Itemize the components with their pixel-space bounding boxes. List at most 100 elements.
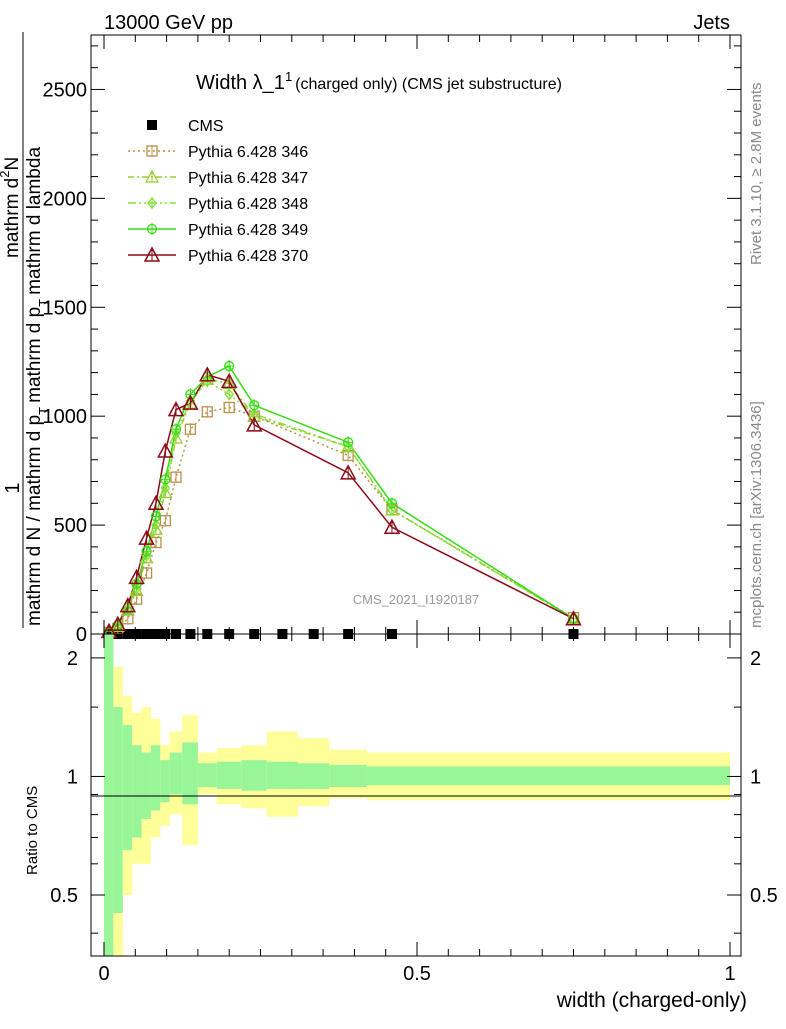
x-axis-ticks: 0 0.5 1 (98, 35, 736, 985)
data-point-pythia-6-428-370 (128, 568, 145, 585)
legend-marker (144, 169, 160, 183)
ratio-ytick-label-left: 2 (67, 648, 78, 670)
mcplots-label-group: mcplots.cern.ch [arXiv:1306.3436] (748, 401, 765, 628)
main-ytick-label: 2000 (43, 188, 88, 210)
ratio-band-inner (366, 766, 417, 786)
plot-title: Width λ_11 (charged only) (CMS jet substr… (196, 69, 562, 94)
ratio-ytick-label-right: 1 (750, 766, 761, 788)
ratio-band-inner (182, 742, 198, 805)
data-point-pythia-6-428-370 (220, 372, 238, 389)
ratio-band-inner (266, 761, 299, 789)
data-point-pythia-6-428-348 (141, 549, 152, 562)
series-line-pythia-6-428-370 (108, 373, 574, 632)
data-point-pythia-6-428-370 (119, 597, 137, 613)
x-tick-label: 1 (724, 963, 735, 985)
data-point-pythia-6-428-370 (339, 464, 357, 480)
data-point-pythia-6-428-346 (170, 471, 182, 483)
data-point-pythia-6-428-370 (167, 401, 185, 417)
legend-label: Pythia 6.428 347 (188, 170, 308, 187)
data-point-pythia-6-428-370 (199, 366, 216, 382)
data-point-pythia-6-428-346 (159, 515, 171, 527)
x-tick-label: 0 (98, 963, 109, 985)
legend-label: Pythia 6.428 349 (188, 222, 308, 239)
ratio-band-inner (122, 725, 133, 851)
ylabel-dN: mathrm d N / mathrm d pTmathrm d pTmathr… (24, 147, 51, 626)
ratio-band-inner (104, 634, 114, 956)
data-point-pythia-6-428-348 (160, 482, 171, 495)
ylabel-one: 1 (2, 482, 24, 493)
main-axis-ticks: 0 500 1000 1500 2000 2500 (43, 45, 741, 646)
data-point-pythia-6-428-348 (131, 582, 142, 595)
ratio-band-inner (160, 760, 170, 803)
data-point-pythia-6-428-347 (158, 485, 173, 499)
legend-label: Pythia 6.428 370 (188, 248, 308, 265)
legend-marker (147, 196, 157, 210)
data-point-pythia-6-428-347 (148, 522, 164, 536)
ratio-band-inner (150, 745, 161, 811)
legend-label: CMS (188, 118, 224, 135)
data-point-pythia-6-428-370 (109, 615, 127, 631)
main-ylabel-denominator: mathrm d N / mathrm d pTmathrm d pTmathr… (24, 147, 51, 626)
main-ylabel-top: 1 (2, 482, 24, 493)
x-tick-label: 0.5 (403, 963, 431, 985)
data-point-pythia-6-428-346 (140, 567, 153, 579)
main-ytick-label: 1500 (43, 297, 88, 319)
header-right: Jets (693, 12, 730, 34)
data-point-pythia-6-428-370 (383, 518, 401, 535)
main-ytick-label: 0 (76, 624, 87, 646)
mcplots-label: mcplots.cern.ch [arXiv:1306.3436] (748, 401, 765, 628)
header-left: 13000 GeV pp (104, 12, 233, 34)
data-point-pythia-6-428-348 (224, 388, 235, 401)
ratio-ytick-label-right: 2 (750, 648, 761, 670)
data-point-pythia-6-428-348 (151, 519, 161, 532)
data-point-pythia-6-428-348 (171, 427, 181, 440)
legend: CMS Pythia 6.428 346 Pythia 6.428 347 Pythi… (128, 118, 308, 265)
data-point-pythia-6-428-346 (150, 536, 162, 549)
data-point-pythia-6-428-370 (182, 394, 199, 410)
data-point-pythia-6-428-346 (201, 406, 213, 418)
ratio-ytick-label-left: 1 (67, 766, 78, 788)
series-line-pythia-6-428-349 (108, 365, 574, 633)
x-axis-label: width (charged-only) (556, 989, 747, 1012)
ratio-ytick-label-right: 0.5 (750, 885, 778, 907)
main-ytick-label: 2500 (43, 79, 88, 101)
data-point-pythia-6-428-370 (138, 529, 155, 545)
rivet-version-label: Rivet 3.1.10, ≥ 2.8M events (748, 83, 765, 266)
main-ytick-label: 500 (54, 515, 87, 537)
ylabel-d2N: mathrm d2N (0, 157, 23, 258)
data-point-pythia-6-428-348 (343, 440, 353, 453)
ratio-band-inner (417, 766, 730, 786)
ratio-band-inner (141, 752, 151, 819)
data-point-pythia-6-428-370 (565, 610, 582, 626)
main-ytick-label: 1000 (43, 406, 88, 428)
data-point-pythia-6-428-370 (157, 442, 174, 458)
ratio-ylabel: Ratio to CMS (24, 786, 41, 875)
data-point-pythia-6-428-346 (223, 401, 235, 414)
ratio-axis-ticks: 0.5 1 2 0.5 1 2 (50, 648, 778, 934)
ratio-band-inner (298, 763, 330, 789)
data-point-pythia-6-428-348 (202, 375, 213, 388)
rivet-label-group: Rivet 3.1.10, ≥ 2.8M events (748, 83, 765, 266)
series-line-pythia-6-428-348 (108, 380, 574, 633)
ratio-band-inner (169, 752, 183, 795)
ratio-band-inner (329, 764, 367, 788)
legend-label: Pythia 6.428 348 (188, 196, 308, 213)
series-line-pythia-6-428-347 (108, 378, 574, 633)
legend-marker (147, 120, 157, 130)
analysis-watermark: CMS_2021_I1920187 (353, 592, 480, 607)
data-point-pythia-6-428-348 (122, 602, 133, 615)
ratio-band-inner (216, 761, 242, 789)
ratio-ytick-label-left: 0.5 (50, 885, 78, 907)
ratio-frame (90, 633, 742, 957)
data-point-pythia-6-428-370 (245, 416, 263, 432)
data-point-pythia-6-428-347 (168, 430, 184, 444)
ratio-band-inner (132, 745, 142, 838)
legend-label: Pythia 6.428 346 (188, 144, 308, 161)
main-ylabel-numerator: mathrm d2N (0, 157, 23, 258)
series-line-pythia-6-428-346 (108, 406, 574, 633)
ratio-band-inner (197, 763, 217, 788)
data-point-pythia-6-428-370 (147, 494, 165, 511)
ratio-band-inner (113, 707, 123, 914)
ratio-band-inner (241, 760, 267, 791)
